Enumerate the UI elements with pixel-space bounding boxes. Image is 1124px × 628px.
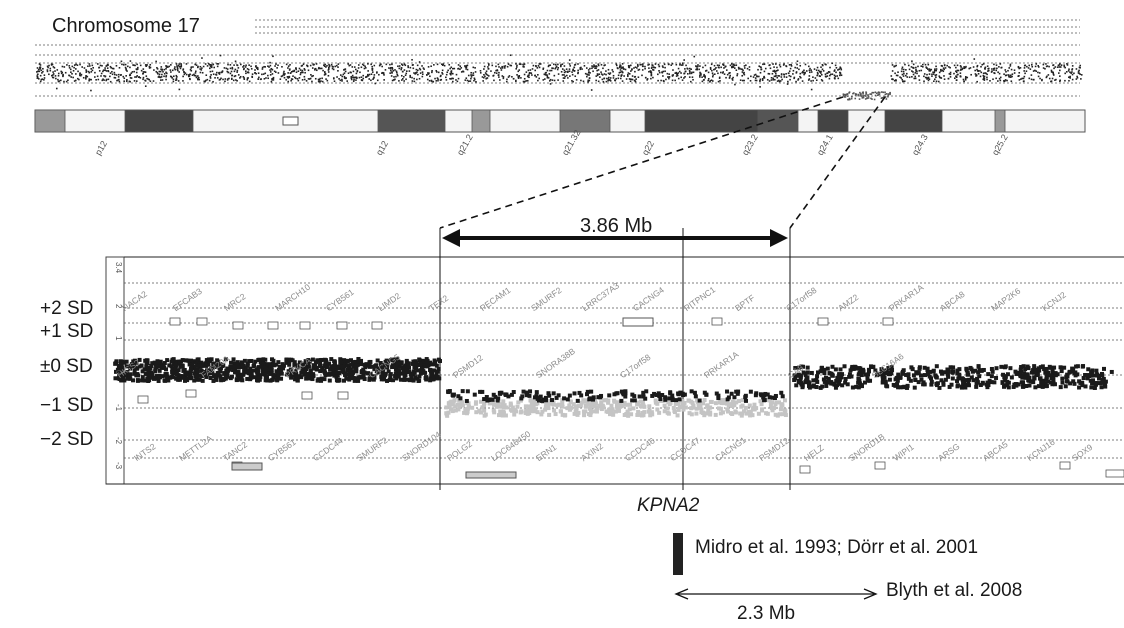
ideogram-band xyxy=(559,109,611,133)
gene-box xyxy=(465,471,517,479)
gene-box xyxy=(371,321,383,330)
gene-box xyxy=(301,391,313,400)
zoom-line-left xyxy=(439,96,844,229)
gene-box xyxy=(1059,461,1071,470)
gene-box xyxy=(196,317,208,326)
ideogram-band xyxy=(644,109,759,133)
gene-box xyxy=(1105,469,1124,478)
gene-box xyxy=(336,321,348,330)
ideogram-band xyxy=(471,109,491,133)
y-tick-label: -2 xyxy=(114,437,123,445)
y-tick-label: -3 xyxy=(114,462,123,470)
gene-box xyxy=(799,465,811,474)
gene-box xyxy=(231,462,263,471)
chromosome-title: Chromosome 17 xyxy=(52,15,200,37)
zoom-line-right xyxy=(789,96,886,229)
blyth-arrow-left xyxy=(674,588,689,600)
gene-box xyxy=(232,321,244,330)
region-arrow-right xyxy=(770,229,788,247)
ideogram-band xyxy=(124,109,194,133)
region-arrow-left xyxy=(442,229,460,247)
ideogram-band xyxy=(757,109,799,133)
blyth-size-label: 2.3 Mb xyxy=(737,603,796,624)
centromere xyxy=(282,116,299,126)
region-size-label: 3.86 Mb xyxy=(580,215,653,237)
gene-box xyxy=(137,395,149,404)
sd-label: −1 SD xyxy=(40,395,94,416)
y-tick-label: 1 xyxy=(114,336,123,341)
sd-label: +2 SD xyxy=(40,298,94,319)
gene-box xyxy=(299,321,311,330)
zoom-scatter xyxy=(113,357,1114,418)
sd-label: −2 SD xyxy=(40,429,94,450)
ideogram-band xyxy=(884,109,943,133)
gene-box xyxy=(169,317,181,326)
sd-label: ±0 SD xyxy=(40,356,93,377)
blyth-arrow-right xyxy=(863,588,878,600)
y-tick-label: -1 xyxy=(114,404,123,412)
gene-box xyxy=(874,461,886,470)
ideogram-band xyxy=(994,109,1006,133)
midro-dorr-reference: Midro et al. 1993; Dörr et al. 2001 xyxy=(695,537,979,558)
gene-box xyxy=(817,317,829,326)
blyth-reference: Blyth et al. 2008 xyxy=(886,580,1023,601)
top-scatter xyxy=(36,54,1083,101)
kpna2-gene-label: KPNA2 xyxy=(637,495,700,516)
ideogram-band xyxy=(34,109,66,133)
gene-box xyxy=(337,391,349,400)
sd-label: +1 SD xyxy=(40,321,94,342)
gene-box xyxy=(185,389,197,398)
midro-dorr-bar xyxy=(673,533,683,575)
gene-box xyxy=(882,317,894,326)
gene-box xyxy=(622,317,654,327)
y-tick-label: 3.4 xyxy=(114,262,123,274)
ideogram-band xyxy=(377,109,446,133)
gene-box xyxy=(711,317,723,326)
ideogram-band xyxy=(817,109,849,133)
gene-box xyxy=(267,321,279,330)
